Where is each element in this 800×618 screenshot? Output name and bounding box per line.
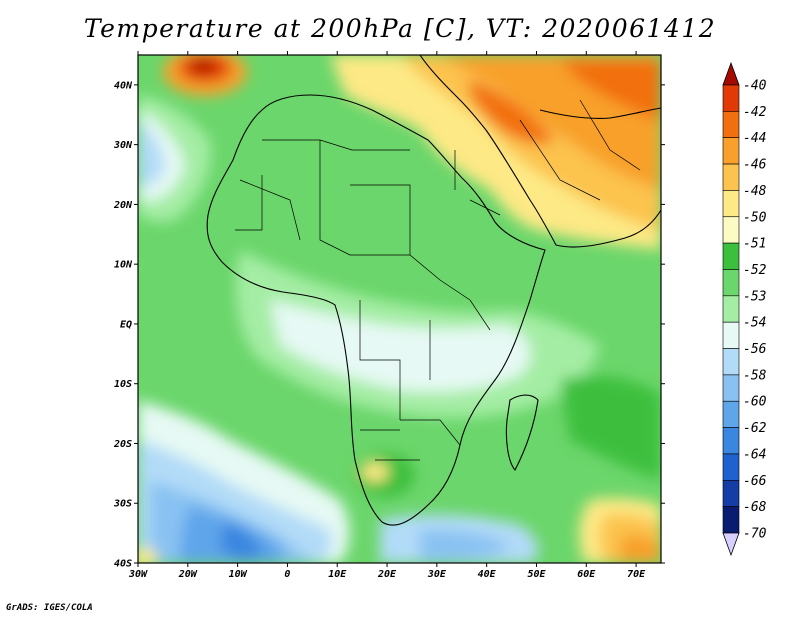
lon-tick-label: 40E <box>478 569 497 580</box>
colorbar-swatch <box>722 453 740 481</box>
colorbar-swatch <box>722 400 740 428</box>
colorbar-label: -46 <box>743 158 767 173</box>
lon-tick-label: 10E <box>328 569 347 580</box>
colorbar-label: -52 <box>743 263 767 278</box>
colorbar-label: -58 <box>743 368 767 383</box>
colorbar-label: -70 <box>743 527 767 542</box>
lat-tick-label: EQ <box>120 319 132 330</box>
colorbar-swatch <box>722 295 740 323</box>
colorbar-swatch <box>722 321 740 349</box>
colorbar-swatch <box>722 163 740 191</box>
lat-tick-label: 10N <box>114 260 133 271</box>
colorbar-label: -60 <box>743 395 767 410</box>
colorbar-label: -40 <box>743 79 767 94</box>
lon-tick-label: 50E <box>527 569 546 580</box>
colorbar-swatch <box>722 348 740 376</box>
lon-tick-label: 20W <box>178 569 198 580</box>
temperature-field <box>138 55 661 563</box>
lon-tick-label: 10W <box>229 569 248 580</box>
colorbar-swatch <box>722 242 740 270</box>
colorbar-label: -53 <box>743 289 766 304</box>
colorbar-swatch <box>722 269 740 297</box>
colorbar-label: -68 <box>743 500 767 515</box>
lat-tick-label: 40N <box>114 80 133 91</box>
colorbar-label: -44 <box>743 131 766 146</box>
map-plot-area <box>138 55 661 563</box>
credit-text: GrADS: IGES/COLA <box>6 603 93 613</box>
lat-tick-label: 30N <box>113 140 133 151</box>
lat-tick-label: 20N <box>113 200 133 211</box>
latitude-axis: 40N 30N 20N 10N EQ 10S 20S 30S 40S <box>113 80 665 570</box>
colorbar-swatch <box>722 190 740 218</box>
colorbar-swatch <box>722 506 740 534</box>
colorbar-label: -56 <box>743 342 767 357</box>
lon-tick-label: 30E <box>427 569 447 580</box>
coastlines <box>206 55 661 526</box>
colorbar-swatch <box>722 427 740 455</box>
colorbar-label: -50 <box>743 210 767 225</box>
colorbar-label: -51 <box>743 237 766 252</box>
colorbar-swatch <box>722 84 740 112</box>
lat-tick-label: 30S <box>113 499 132 510</box>
lon-tick-label: 30W <box>128 569 148 580</box>
chart-title: Temperature at 200hPa [C], VT: 202006141… <box>83 14 717 43</box>
lat-tick-label: 20S <box>113 439 132 450</box>
lat-tick-label: 10S <box>114 379 132 390</box>
colorbar-swatch <box>722 374 740 402</box>
colorbar-swatch <box>722 137 740 165</box>
colorbar-label: -66 <box>743 474 767 489</box>
colorbar-swatch <box>722 111 740 139</box>
colorbar-label: -62 <box>743 421 767 436</box>
colorbar-swatch <box>722 216 740 244</box>
lon-tick-label: 60E <box>577 569 596 580</box>
lon-tick-label: 20E <box>377 569 397 580</box>
lon-tick-label: 0 <box>284 569 290 580</box>
colorbar-label: -48 <box>743 184 767 199</box>
lat-tick-label: 40S <box>114 559 132 570</box>
colorbar-label: -42 <box>743 105 767 120</box>
colorbar-label: -64 <box>743 447 766 462</box>
lon-tick-label: 70E <box>627 569 646 580</box>
longitude-axis: 30W 20W 10W 0 10E 20E 30E 40E 50E 60E 70E <box>128 51 646 580</box>
country-borders <box>235 99 641 461</box>
colorbar-swatch <box>722 479 740 507</box>
colorbar-top-arrow <box>722 61 740 86</box>
colorbar-label: -54 <box>743 316 766 331</box>
plot-frame <box>137 54 662 564</box>
colorbar-bottom-arrow <box>722 532 740 557</box>
colorbar-legend: -40 -42 -44 -46 -48 -50 -51 -52 -53 -54 -56 -58 -60 -… <box>722 61 767 557</box>
